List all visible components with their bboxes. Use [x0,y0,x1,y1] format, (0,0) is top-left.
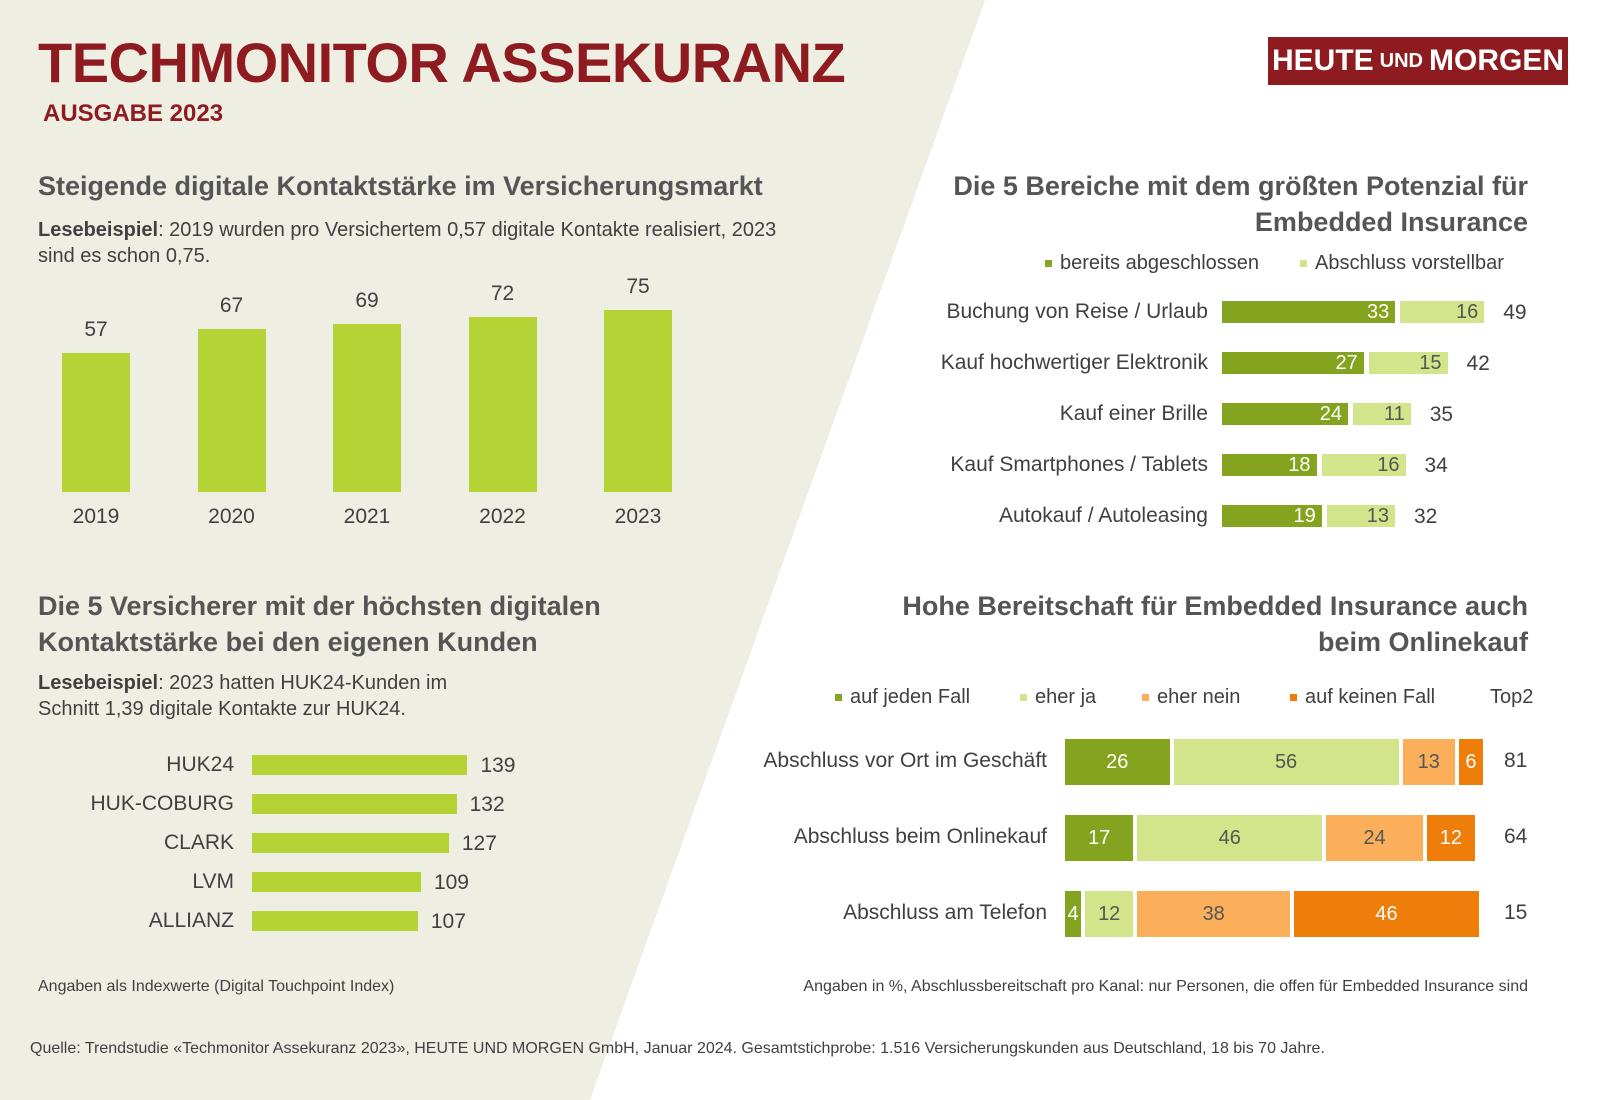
total-label: 35 [1429,403,1454,426]
bar-2022 [468,317,537,492]
bar-segment: 13 [1326,505,1395,527]
bar-segment: 19 [1222,505,1322,527]
bar-segment: 33 [1222,301,1396,323]
bar-segment: 4 [1065,891,1082,937]
bar-segment: 15 [1368,352,1448,374]
data-label: 72 [490,282,515,306]
x-tick-label: 2022 [479,505,526,528]
x-tick-label: 2023 [614,505,662,528]
bar-segment: 46 [1294,891,1479,937]
bar [252,872,421,892]
value-label: 132 [469,793,505,816]
bar-segment: 12 [1426,815,1475,861]
value-label: 139 [480,754,516,777]
bar-segment: 16 [1400,301,1485,323]
category-label: Kauf hochwertiger Elektronik [940,351,1208,374]
data-label: 75 [626,274,650,298]
bar-segment: 56 [1173,739,1399,785]
bar-segment: 24 [1326,815,1423,861]
page-title: TECHMONITOR ASSEKURANZ [38,31,846,94]
bar-2019 [62,353,130,492]
bar-2023 [604,309,672,492]
chart2-title: Die 5 Bereiche mit dem größten Potenzial… [953,171,1528,237]
page-subtitle: AUSGABE 2023 [43,100,224,127]
legend-item: eher nein [1142,686,1240,709]
data-label: 67 [219,294,244,318]
x-tick-label: 2020 [208,505,255,528]
bar-segment: 26 [1065,739,1170,785]
category-label: LVM [192,870,234,893]
value-label: 107 [430,910,466,933]
legend-vorstellbar: Abschluss vorstellbar [1300,252,1504,275]
chart3-title: Die 5 Versicherer mit der höchsten digit… [38,591,601,657]
total-label: 49 [1503,301,1527,324]
bar [252,794,457,814]
totals-header: Top2 [1490,686,1534,708]
category-label: HUK-COBURG [90,792,234,815]
bar [252,755,468,775]
category-label: Abschluss vor Ort im Geschäft [763,749,1047,772]
total-label: 34 [1424,454,1448,477]
bar [252,911,418,931]
top2-value: 15 [1504,901,1528,924]
bar-segment: 24 [1222,403,1348,425]
chart3-note: Lesebeispiel: 2023 hatten HUK24-Kunden i… [38,672,448,720]
top2-value: 64 [1504,825,1528,848]
bar-segment: 27 [1222,352,1364,374]
legend-bereits: bereits abgeschlossen [1045,252,1259,275]
bar-segment: 13 [1402,739,1455,785]
bar-segment: 11 [1353,403,1411,425]
bar-2021 [333,324,401,492]
source-note: Quelle: Trendstudie «Techmonitor Assekur… [30,1040,1325,1057]
chart4-footnote: Angaben in %, Abschlussbereitschaft pro … [803,978,1528,995]
category-label: Autokauf / Autoleasing [999,504,1208,527]
bar-segment: 16 [1321,454,1406,476]
data-label: 69 [355,289,379,313]
value-label: 109 [433,871,469,894]
category-label: CLARK [163,831,234,854]
legend-item: auf keinen Fall [1290,686,1435,709]
bar [252,833,449,853]
top2-value: 81 [1504,749,1528,772]
bar-segment: 38 [1137,891,1291,937]
bar-segment: 46 [1137,815,1323,861]
category-label: Kauf Smartphones / Tablets [950,453,1208,476]
bar-segment: 17 [1065,815,1134,861]
data-label: 57 [84,318,108,342]
bar-segment: 18 [1222,454,1317,476]
chart1-title: Steigende digitale Kontaktstärke im Vers… [38,171,763,201]
brand-logo: HEUTE UND MORGEN [1268,37,1568,85]
bar-segment: 6 [1458,739,1483,785]
chart3-footnote: Angaben als Indexwerte (Digital Touchpoi… [38,978,395,995]
legend-item: auf jeden Fall [835,686,970,709]
chart1-note: Lesebeispiel: 2019 wurden pro Versichert… [38,219,777,267]
chart4-title: Hohe Bereitschaft für Embedded Insurance… [902,591,1528,657]
category-label: Abschluss beim Onlinekauf [793,825,1047,848]
category-label: Abschluss am Telefon [843,901,1047,924]
category-label: ALLIANZ [148,909,234,932]
bar-2020 [197,329,266,492]
legend-item: eher ja [1020,686,1096,709]
total-label: 42 [1466,352,1490,375]
category-label: Buchung von Reise / Urlaub [946,300,1209,323]
value-label: 127 [461,832,497,855]
bar-segment: 12 [1085,891,1134,937]
x-tick-label: 2021 [343,505,391,528]
category-label: Kauf einer Brille [1059,402,1208,425]
category-label: HUK24 [166,753,234,776]
x-tick-label: 2019 [72,505,120,528]
total-label: 32 [1414,505,1438,528]
